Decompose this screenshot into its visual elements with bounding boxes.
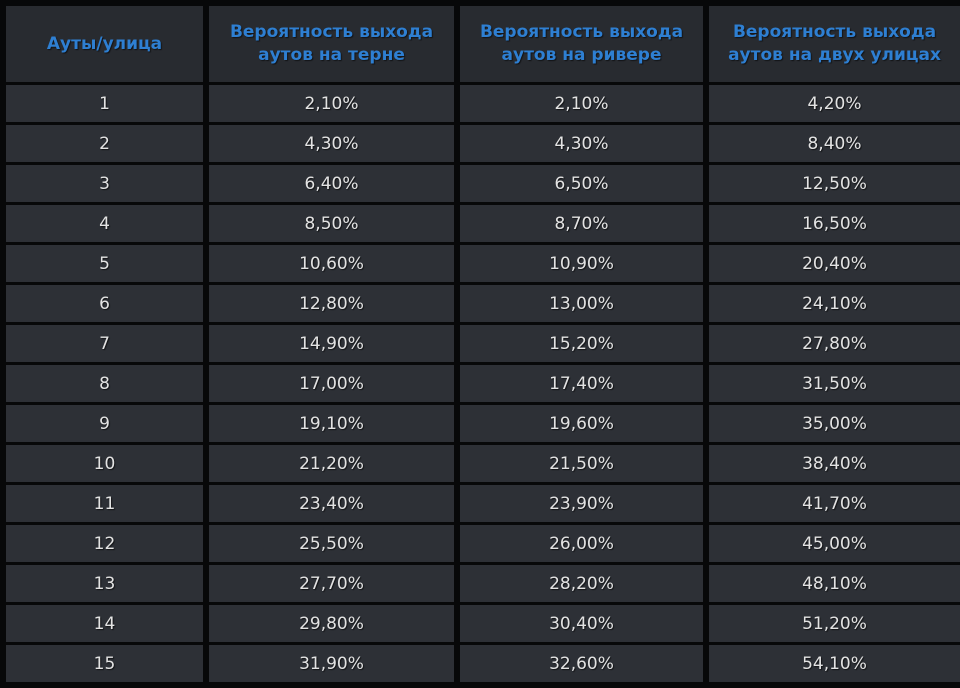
river-probability-cell: 6,50% xyxy=(454,162,709,205)
turn-probability-cell: 29,80% xyxy=(203,602,460,645)
two-streets-probability-cell: 41,70% xyxy=(703,482,960,525)
river-probability-cell: 2,10% xyxy=(454,82,709,125)
river-probability-cell: 21,50% xyxy=(454,442,709,485)
outs-count-cell: 9 xyxy=(0,402,209,445)
two-streets-probability-cell: 38,40% xyxy=(703,442,960,485)
outs-count-cell: 8 xyxy=(0,362,209,405)
river-probability-cell: 32,60% xyxy=(454,642,709,687)
outs-count-cell: 4 xyxy=(0,202,209,245)
turn-probability-cell: 8,50% xyxy=(203,202,460,245)
table-row: 14 29,80% 30,40% 51,20% xyxy=(0,602,960,645)
two-streets-probability-cell: 20,40% xyxy=(703,242,960,285)
turn-probability-cell: 27,70% xyxy=(203,562,460,605)
outs-count-cell: 13 xyxy=(0,562,209,605)
turn-probability-cell: 21,20% xyxy=(203,442,460,485)
river-probability-cell: 23,90% xyxy=(454,482,709,525)
outs-count-cell: 2 xyxy=(0,122,209,165)
river-probability-cell: 28,20% xyxy=(454,562,709,605)
turn-probability-cell: 10,60% xyxy=(203,242,460,285)
outs-count-cell: 7 xyxy=(0,322,209,365)
turn-probability-cell: 6,40% xyxy=(203,162,460,205)
table-row: 4 8,50% 8,70% 16,50% xyxy=(0,202,960,245)
two-streets-probability-cell: 35,00% xyxy=(703,402,960,445)
two-streets-probability-cell: 16,50% xyxy=(703,202,960,245)
table-row: 1 2,10% 2,10% 4,20% xyxy=(0,82,960,125)
river-probability-cell: 15,20% xyxy=(454,322,709,365)
table-row: 6 12,80% 13,00% 24,10% xyxy=(0,282,960,325)
table-row: 3 6,40% 6,50% 12,50% xyxy=(0,162,960,205)
two-streets-probability-cell: 31,50% xyxy=(703,362,960,405)
two-streets-probability-cell: 51,20% xyxy=(703,602,960,645)
river-probability-cell: 8,70% xyxy=(454,202,709,245)
outs-count-cell: 10 xyxy=(0,442,209,485)
table-row: 15 31,90% 32,60% 54,10% xyxy=(0,642,960,687)
outs-count-cell: 5 xyxy=(0,242,209,285)
table-row: 9 19,10% 19,60% 35,00% xyxy=(0,402,960,445)
river-probability-cell: 30,40% xyxy=(454,602,709,645)
river-probability-cell: 26,00% xyxy=(454,522,709,565)
header-row: Ауты/улица Вероятность выхода аутов на т… xyxy=(0,1,960,85)
two-streets-probability-cell: 45,00% xyxy=(703,522,960,565)
table-row: 7 14,90% 15,20% 27,80% xyxy=(0,322,960,365)
two-streets-probability-cell: 4,20% xyxy=(703,82,960,125)
table-body: 1 2,10% 2,10% 4,20% 2 4,30% 4,30% 8,40% 3 6,40% 6,… xyxy=(0,82,960,687)
turn-probability-cell: 14,90% xyxy=(203,322,460,365)
table-header: Ауты/улица Вероятность выхода аутов на т… xyxy=(0,1,960,85)
two-streets-probability-cell: 54,10% xyxy=(703,642,960,687)
two-streets-probability-cell: 24,10% xyxy=(703,282,960,325)
turn-probability-cell: 31,90% xyxy=(203,642,460,687)
river-probability-cell: 19,60% xyxy=(454,402,709,445)
header-two-streets-probability: Вероятность выхода аутов на двух улицах xyxy=(703,1,960,85)
turn-probability-cell: 19,10% xyxy=(203,402,460,445)
table-row: 12 25,50% 26,00% 45,00% xyxy=(0,522,960,565)
outs-count-cell: 15 xyxy=(0,642,209,687)
outs-count-cell: 1 xyxy=(0,82,209,125)
turn-probability-cell: 12,80% xyxy=(203,282,460,325)
two-streets-probability-cell: 8,40% xyxy=(703,122,960,165)
header-turn-probability: Вероятность выхода аутов на терне xyxy=(203,1,460,85)
table-row: 11 23,40% 23,90% 41,70% xyxy=(0,482,960,525)
turn-probability-cell: 25,50% xyxy=(203,522,460,565)
outs-count-cell: 6 xyxy=(0,282,209,325)
table-row: 5 10,60% 10,90% 20,40% xyxy=(0,242,960,285)
two-streets-probability-cell: 48,10% xyxy=(703,562,960,605)
two-streets-probability-cell: 12,50% xyxy=(703,162,960,205)
table-row: 10 21,20% 21,50% 38,40% xyxy=(0,442,960,485)
outs-count-cell: 12 xyxy=(0,522,209,565)
turn-probability-cell: 17,00% xyxy=(203,362,460,405)
river-probability-cell: 10,90% xyxy=(454,242,709,285)
outs-count-cell: 3 xyxy=(0,162,209,205)
turn-probability-cell: 23,40% xyxy=(203,482,460,525)
table-row: 2 4,30% 4,30% 8,40% xyxy=(0,122,960,165)
river-probability-cell: 13,00% xyxy=(454,282,709,325)
header-outs-street: Ауты/улица xyxy=(0,1,209,85)
outs-count-cell: 14 xyxy=(0,602,209,645)
table-row: 8 17,00% 17,40% 31,50% xyxy=(0,362,960,405)
table-row: 13 27,70% 28,20% 48,10% xyxy=(0,562,960,605)
turn-probability-cell: 4,30% xyxy=(203,122,460,165)
outs-count-cell: 11 xyxy=(0,482,209,525)
river-probability-cell: 4,30% xyxy=(454,122,709,165)
header-river-probability: Вероятность выхода аутов на ривере xyxy=(454,1,709,85)
river-probability-cell: 17,40% xyxy=(454,362,709,405)
two-streets-probability-cell: 27,80% xyxy=(703,322,960,365)
turn-probability-cell: 2,10% xyxy=(203,82,460,125)
